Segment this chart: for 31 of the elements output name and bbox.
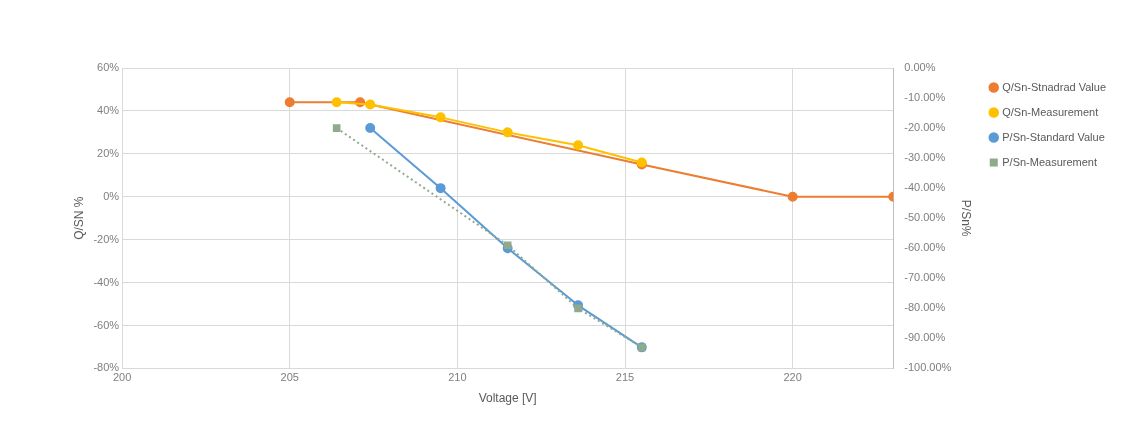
y2-tick-label: -30.00% bbox=[904, 151, 946, 164]
y2-tick-label: -50.00% bbox=[904, 211, 946, 224]
x-axis-title: Voltage [V] bbox=[478, 391, 537, 406]
y-tick-label: -60% bbox=[93, 318, 120, 331]
legend-label: P/Sn-Standard Value bbox=[1002, 130, 1105, 143]
y-tick-label: -80% bbox=[93, 361, 120, 374]
y2-axis-title: P/Sn% bbox=[959, 199, 974, 237]
y2-tick-label: -70.00% bbox=[904, 271, 946, 284]
y-tick-label: -40% bbox=[93, 275, 120, 288]
y2-tick-label: 0.00% bbox=[904, 61, 936, 74]
x-tick-label: 205 bbox=[280, 371, 299, 384]
x-tick-label: 220 bbox=[783, 371, 802, 384]
y2-tick-label: -80.00% bbox=[904, 301, 946, 314]
y2-tick-label: -90.00% bbox=[904, 331, 946, 344]
x-tick-label: 200 bbox=[112, 371, 132, 384]
y2-tick-label: -10.00% bbox=[904, 91, 946, 104]
legend-label: Q/Sn-Stnadrad Value bbox=[1002, 80, 1106, 93]
y-axis-title: Q/SN % bbox=[71, 196, 86, 240]
x-tick-label: 210 bbox=[448, 371, 467, 384]
legend-label: Q/Sn-Measurement bbox=[1002, 105, 1099, 118]
x-tick-label: 215 bbox=[615, 371, 635, 384]
y2-tick-label: -100.00% bbox=[904, 361, 952, 374]
y-tick-label: -20% bbox=[93, 232, 120, 245]
y-tick-label: 60% bbox=[97, 61, 120, 74]
y-tick-label: 20% bbox=[97, 146, 120, 159]
y2-tick-label: -60.00% bbox=[904, 241, 946, 254]
y2-tick-label: -40.00% bbox=[904, 181, 946, 194]
y-tick-label: 40% bbox=[97, 103, 120, 116]
legend-label: P/Sn-Measurement bbox=[1002, 155, 1098, 168]
y-tick-label: 0% bbox=[103, 189, 120, 202]
y2-tick-label: -20.00% bbox=[904, 121, 946, 134]
